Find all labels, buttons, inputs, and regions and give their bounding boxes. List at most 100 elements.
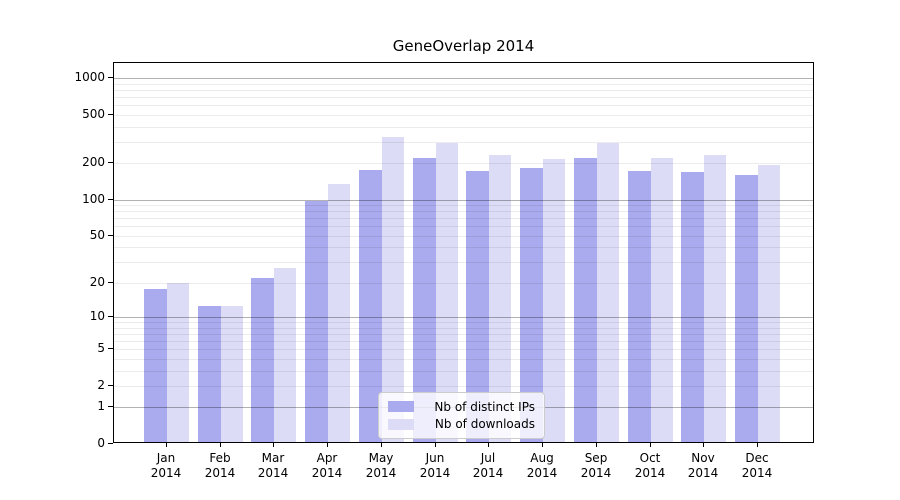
minor-gridline-30 — [114, 262, 813, 263]
legend-item-distinct-ips: Nb of distinct IPs — [388, 399, 535, 415]
minor-gridline-200 — [114, 163, 813, 164]
legend: Nb of distinct IPs Nb of downloads — [378, 392, 545, 439]
minor-gridline-90 — [114, 205, 813, 206]
y-tick-mark — [108, 348, 113, 349]
bar-downloads-may — [381, 136, 404, 442]
major-gridline-100 — [114, 200, 813, 201]
bars-layer — [114, 63, 813, 442]
minor-gridline-7 — [114, 334, 813, 335]
x-tick-label-jun: Jun 2014 — [419, 451, 451, 480]
y-tick-label-1: 1 — [97, 399, 105, 414]
x-tick-mark — [273, 443, 274, 447]
y-tick-mark — [108, 77, 113, 78]
minor-gridline-400 — [114, 127, 813, 128]
y-tick-mark — [108, 235, 113, 236]
minor-gridline-500 — [114, 115, 813, 116]
y-tick-label-20: 20 — [89, 274, 105, 289]
bar-distinct-ips-may — [358, 170, 382, 442]
minor-gridline-800 — [114, 90, 813, 91]
bar-downloads-mar — [274, 267, 297, 442]
y-tick-mark — [108, 114, 113, 115]
minor-gridline-5 — [114, 349, 813, 350]
x-tick-mark — [435, 443, 436, 447]
major-gridline-10 — [114, 317, 813, 318]
x-tick-label-apr: Apr 2014 — [311, 451, 343, 480]
y-tick-mark — [108, 316, 113, 317]
y-tick-label-50: 50 — [89, 227, 105, 242]
bar-downloads-jul — [489, 154, 512, 442]
y-tick-label-500: 500 — [82, 106, 105, 121]
legend-item-downloads: Nb of downloads — [388, 416, 535, 432]
bar-distinct-ips-jul — [466, 171, 490, 442]
x-tick-mark — [596, 443, 597, 447]
x-tick-mark — [220, 443, 221, 447]
bar-downloads-apr — [328, 183, 351, 442]
bar-distinct-ips-feb — [197, 306, 221, 442]
y-tick-label-1000: 1000 — [74, 70, 105, 85]
minor-gridline-300 — [114, 142, 813, 143]
x-tick-label-mar: Mar 2014 — [257, 451, 289, 480]
minor-gridline-40 — [114, 247, 813, 248]
bar-downloads-feb — [220, 306, 243, 442]
minor-gridline-900 — [114, 84, 813, 85]
x-tick-mark — [381, 443, 382, 447]
x-tick-mark — [327, 443, 328, 447]
major-gridline-1000 — [114, 78, 813, 79]
x-tick-label-feb: Feb 2014 — [204, 451, 236, 480]
bar-downloads-oct — [650, 157, 673, 442]
y-tick-mark — [108, 385, 113, 386]
minor-gridline-8 — [114, 328, 813, 329]
x-tick-label-dec: Dec 2014 — [741, 451, 773, 480]
grid-layer — [114, 63, 813, 442]
x-tick-label-aug: Aug 2014 — [526, 451, 558, 480]
x-tick-label-jul: Jul 2014 — [472, 451, 504, 480]
y-tick-mark — [108, 443, 113, 444]
x-tick-mark — [542, 443, 543, 447]
distinct-ips-swatch-icon — [388, 401, 414, 413]
x-tick-mark — [166, 443, 167, 447]
minor-gridline-6 — [114, 341, 813, 342]
bar-distinct-ips-aug — [520, 167, 544, 442]
chart-title: GeneOverlap 2014 — [392, 37, 535, 55]
bar-distinct-ips-mar — [251, 278, 275, 442]
minor-gridline-9 — [114, 322, 813, 323]
y-tick-mark — [108, 282, 113, 283]
bar-distinct-ips-sep — [573, 157, 597, 442]
legend-label: Nb of distinct IPs — [434, 399, 535, 414]
bar-distinct-ips-nov — [681, 172, 705, 442]
y-tick-mark — [108, 199, 113, 200]
x-tick-label-oct: Oct 2014 — [634, 451, 666, 480]
bar-downloads-jan — [167, 283, 189, 442]
bar-distinct-ips-dec — [735, 174, 759, 442]
bar-distinct-ips-jan — [144, 288, 167, 442]
bar-distinct-ips-jun — [412, 157, 436, 442]
y-tick-mark — [108, 406, 113, 407]
minor-gridline-20 — [114, 283, 813, 284]
bar-distinct-ips-oct — [627, 170, 651, 442]
x-tick-label-sep: Sep 2014 — [580, 451, 612, 480]
bar-downloads-jun — [435, 142, 458, 442]
x-tick-mark — [757, 443, 758, 447]
y-tick-label-5: 5 — [97, 341, 105, 356]
x-tick-label-nov: Nov 2014 — [687, 451, 719, 480]
minor-gridline-50 — [114, 236, 813, 237]
bar-downloads-aug — [543, 158, 566, 442]
bar-downloads-dec — [758, 165, 781, 442]
minor-gridline-2 — [114, 386, 813, 387]
x-tick-mark — [703, 443, 704, 447]
minor-gridline-700 — [114, 97, 813, 98]
plot-area — [113, 62, 814, 443]
bar-downloads-sep — [596, 143, 619, 442]
x-tick-mark — [650, 443, 651, 447]
minor-gridline-70 — [114, 218, 813, 219]
y-tick-label-10: 10 — [89, 309, 105, 324]
x-tick-mark — [488, 443, 489, 447]
minor-gridline-600 — [114, 105, 813, 106]
downloads-swatch-icon — [388, 418, 414, 430]
bar-distinct-ips-apr — [305, 201, 329, 442]
y-tick-label-200: 200 — [82, 155, 105, 170]
x-tick-label-may: May 2014 — [365, 451, 397, 480]
y-tick-label-2: 2 — [97, 377, 105, 392]
minor-gridline-80 — [114, 211, 813, 212]
